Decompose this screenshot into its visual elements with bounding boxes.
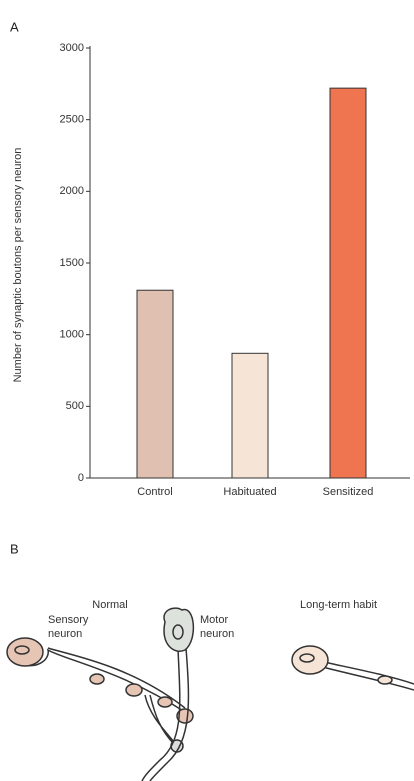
bar	[330, 88, 366, 478]
x-tick-label: Habituated	[223, 486, 276, 498]
panel-title: Long-term habit	[300, 599, 377, 611]
y-tick-label: 0	[78, 472, 84, 484]
panel-label: A	[10, 19, 19, 34]
neuron-label: neuron	[48, 628, 82, 640]
bar	[137, 290, 173, 478]
y-tick-label: 500	[66, 400, 84, 412]
neuron-label: neuron	[200, 628, 234, 640]
y-tick-label: 2000	[60, 185, 84, 197]
y-tick-label: 1000	[60, 329, 84, 341]
figure: A Number of synaptic boutons per sensory…	[0, 0, 414, 781]
panel-label: B	[10, 541, 19, 556]
panel-title: Normal	[92, 599, 127, 611]
y-axis-label: Number of synaptic boutons per sensory n…	[12, 148, 24, 383]
neuron-label: Motor	[200, 614, 228, 626]
y-tick-label: 3000	[60, 42, 84, 54]
neuron-label: Sensory	[48, 614, 89, 626]
y-tick-label: 1500	[60, 257, 84, 269]
x-tick-label: Sensitized	[323, 486, 374, 498]
x-tick-label: Control	[137, 486, 172, 498]
y-tick-label: 2500	[60, 114, 84, 126]
bar	[232, 353, 268, 478]
